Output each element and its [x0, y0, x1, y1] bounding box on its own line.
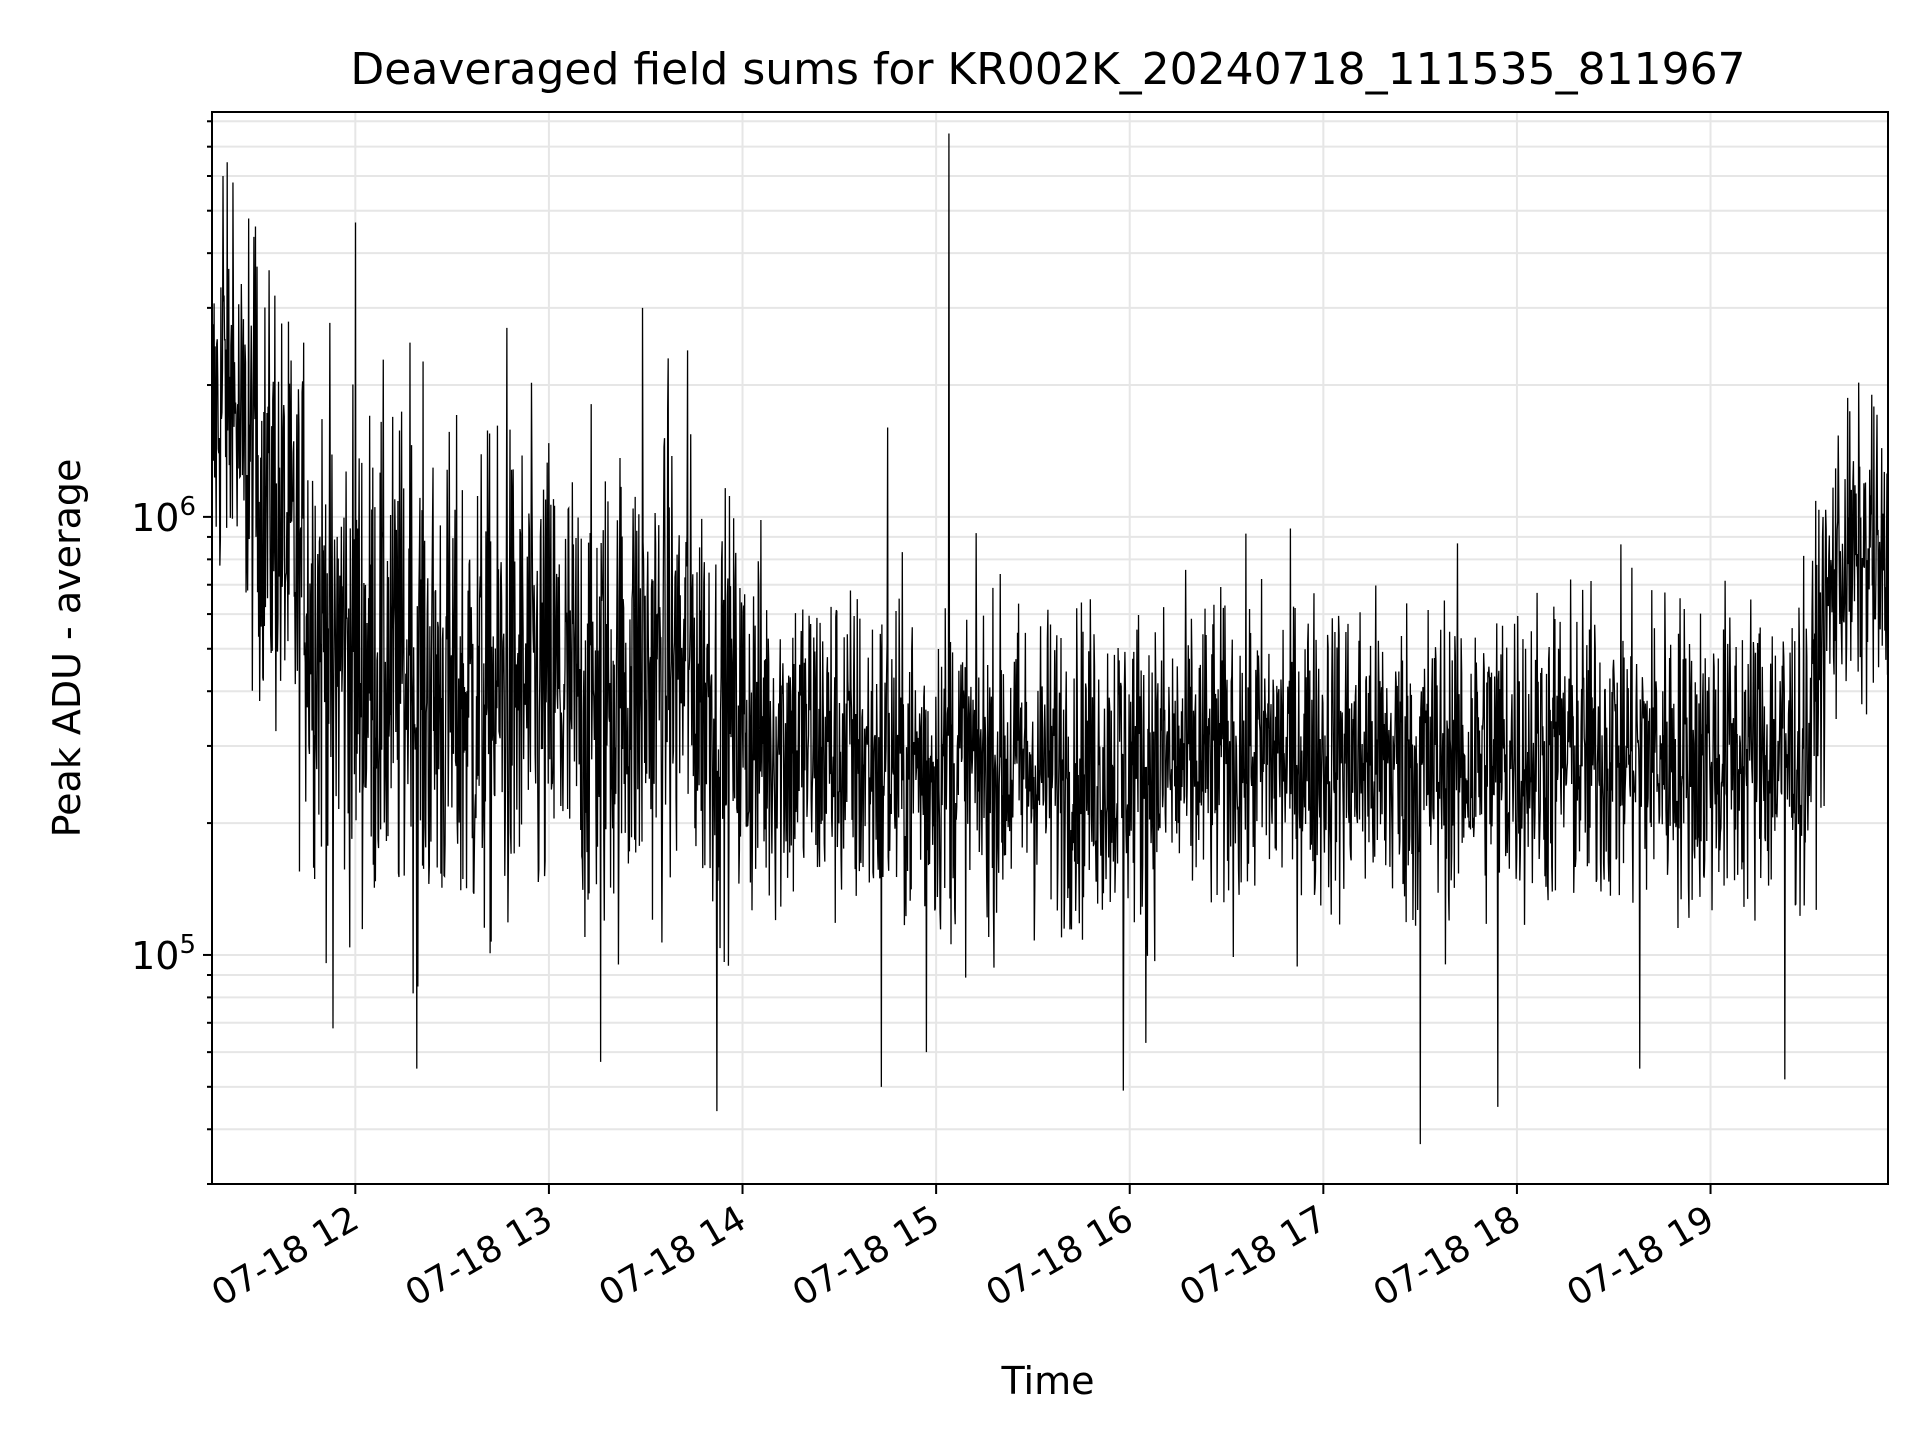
y-tick-base: 10	[131, 934, 179, 978]
y-tick-label: 106	[131, 492, 196, 540]
y-tick-base: 10	[131, 496, 179, 540]
series-line	[212, 133, 1888, 1145]
data-line	[212, 133, 1888, 1145]
x-axis-label: Time	[1001, 1359, 1095, 1403]
chart-title: Deaveraged field sums for KR002K_2024071…	[350, 44, 1745, 95]
y-axis-label: Peak ADU - average	[45, 459, 89, 838]
y-tick-exponent: 6	[179, 492, 196, 522]
y-tick-label: 105	[131, 930, 196, 978]
y-tick-exponent: 5	[179, 930, 196, 960]
